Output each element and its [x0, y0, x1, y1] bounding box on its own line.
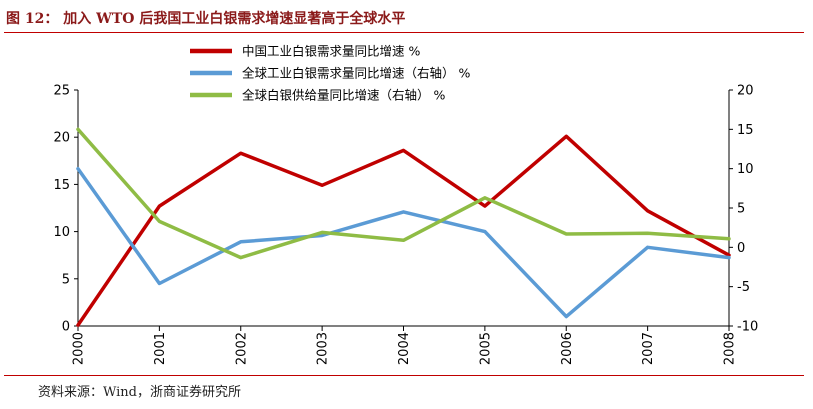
right-tick-label: -5 — [737, 280, 750, 295]
global-demand-line — [76, 166, 731, 319]
x-tick-label: 2000 — [72, 332, 87, 365]
legend-global-demand-label: 全球工业白银需求量同比增速（右轴） % — [242, 66, 470, 81]
right-tick-label: 20 — [737, 84, 754, 99]
x-tick-label: 2003 — [316, 332, 331, 365]
left-tick-label: 20 — [53, 131, 70, 146]
x-tick-label: 2005 — [478, 332, 493, 365]
left-tick-label: 25 — [53, 84, 70, 99]
x-tick-label: 2006 — [560, 332, 575, 365]
legend-global-supply-label: 全球白银供给量同比增速（右轴） % — [242, 88, 445, 103]
right-tick-label: 0 — [737, 241, 745, 256]
global-supply-line — [76, 127, 731, 260]
right-tick-label: 5 — [737, 202, 745, 217]
left-tick-label: 15 — [53, 178, 70, 193]
left-tick-label: 10 — [53, 225, 70, 240]
right-tick-label: 10 — [737, 162, 754, 177]
x-tick-label: 2004 — [397, 332, 412, 365]
x-tick-label: 2007 — [641, 332, 656, 365]
source-note: 资料来源：Wind，浙商证券研究所 — [38, 385, 241, 400]
x-tick-label: 2002 — [234, 332, 249, 365]
x-tick-label: 2008 — [723, 332, 738, 365]
right-tick-label: -10 — [737, 320, 758, 335]
china-demand-line — [76, 134, 731, 327]
source-rule — [4, 375, 804, 376]
right-tick-label: 15 — [737, 123, 754, 138]
x-tick-label: 2001 — [153, 332, 168, 365]
left-tick-label: 5 — [62, 272, 70, 287]
left-tick-label: 0 — [62, 320, 70, 335]
legend-china-label: 中国工业白银需求量同比增速 % — [242, 44, 420, 59]
title-rule — [4, 32, 804, 33]
figure-title: 图 12： 加入 WTO 后我国工业白银需求增速显著高于全球水平 — [6, 11, 406, 27]
